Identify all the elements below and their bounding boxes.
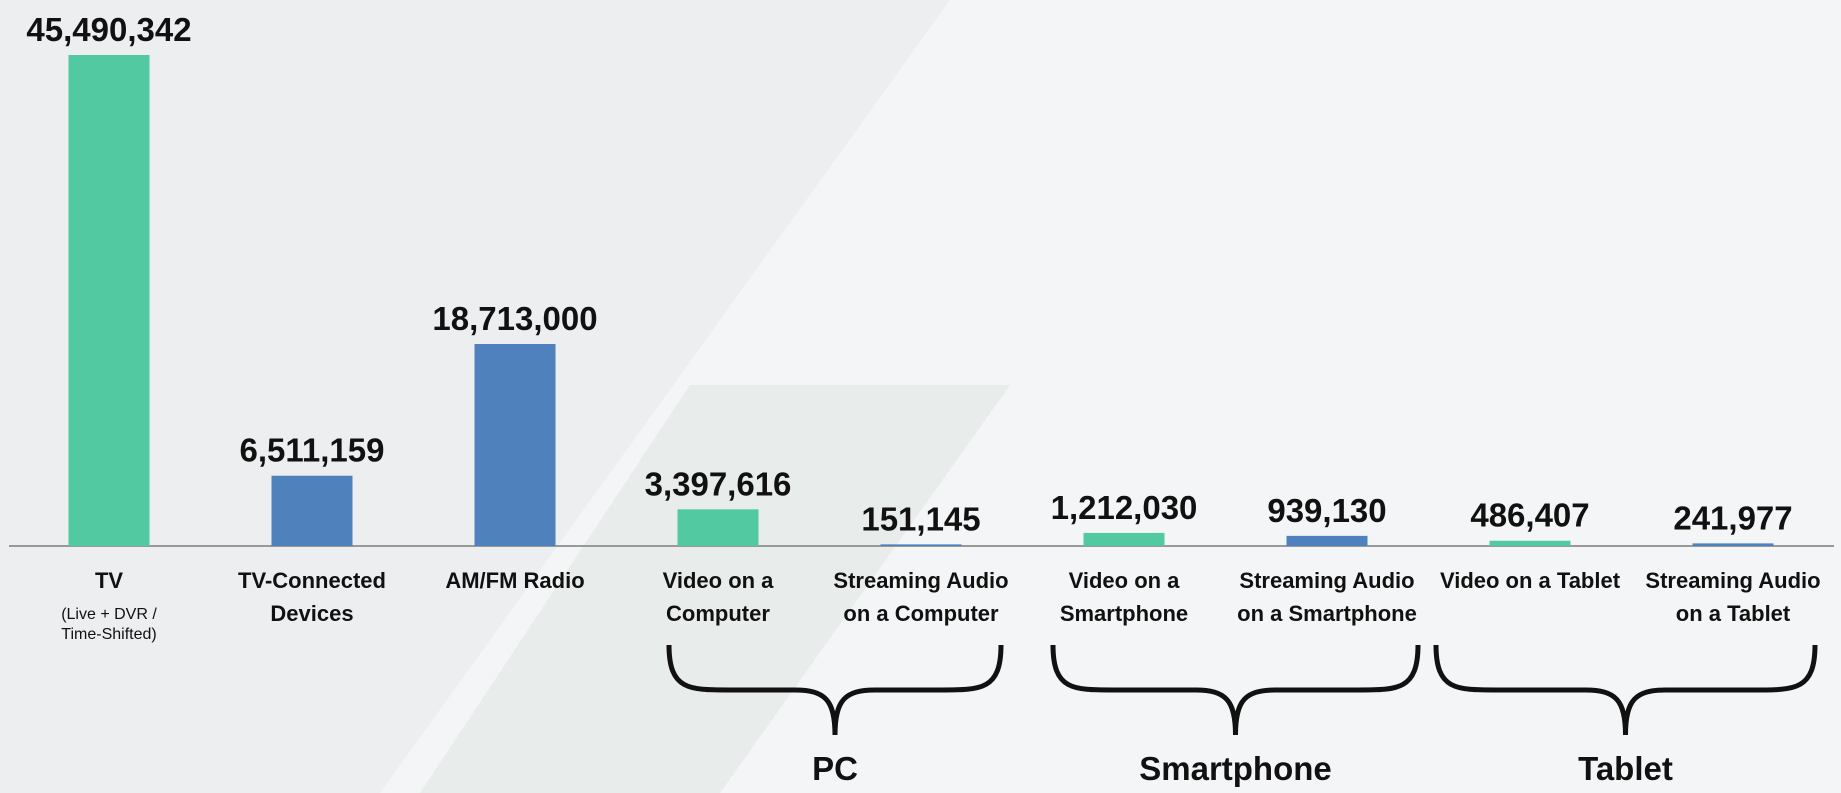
bar [68,55,150,546]
bar [677,509,759,546]
group-brace [1050,644,1421,736]
bar [1489,540,1571,546]
group-brace [1433,644,1818,736]
x-tick-label: TV-Connected Devices [238,568,386,626]
data-label: 241,977 [1673,499,1792,536]
x-tick-label: Streaming Audio on a Computer [833,568,1009,626]
x-tick-label: Streaming Audio on a Smartphone [1237,568,1417,626]
background-shape [420,385,1010,793]
x-tick-label: AM/FM Radio [445,568,585,593]
x-tick-label: Video on a Tablet [1439,568,1621,593]
bar [1692,543,1774,546]
data-label: 486,407 [1470,497,1589,534]
annotation: (Live + DVR / Time-Shifted) [61,606,157,643]
x-tick-label: Streaming Audio on a Tablet [1645,568,1821,626]
data-label: 1,212,030 [1051,489,1198,526]
group-brace [666,644,1004,736]
bar [880,544,962,546]
data-label: 6,511,159 [240,432,385,469]
data-label: 45,490,342 [26,11,191,48]
group-label: Smartphone [1139,750,1332,787]
x-tick-label: TV [94,568,124,593]
bar [1083,532,1165,546]
data-label: 151,145 [861,500,980,537]
group-label: Tablet [1578,750,1673,787]
bar [271,475,353,546]
bar [474,344,556,546]
data-label: 3,397,616 [645,465,792,502]
x-tick-label: Video on a Smartphone [1059,568,1189,626]
group-label: PC [812,750,858,787]
data-label: 939,130 [1267,492,1386,529]
x-tick-label: Video on a Computer [662,568,774,626]
data-label: 18,713,000 [432,300,597,337]
bar [1286,535,1368,546]
